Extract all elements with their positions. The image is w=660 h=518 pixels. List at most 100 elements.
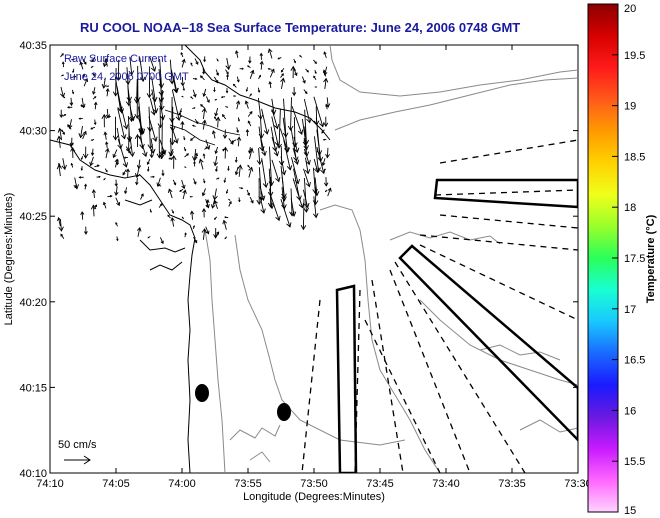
current-vector — [129, 136, 135, 158]
current-vector — [280, 77, 286, 90]
current-vector — [248, 56, 252, 64]
current-vector — [184, 153, 189, 158]
current-vector — [222, 146, 229, 159]
current-vector — [92, 73, 96, 78]
current-vector — [156, 126, 163, 159]
current-vector — [149, 98, 157, 116]
current-vector — [213, 116, 217, 121]
current-vector — [172, 179, 177, 186]
current-vector — [71, 142, 74, 147]
current-vector — [149, 56, 157, 72]
current-vector — [213, 200, 218, 210]
dump-site-polygon — [335, 284, 358, 473]
current-vector — [313, 158, 320, 174]
current-vector — [114, 158, 119, 168]
current-vector — [80, 156, 84, 160]
current-vector — [287, 97, 294, 131]
colorbar-tick-label: 19 — [624, 101, 636, 113]
current-vector — [225, 106, 229, 108]
current-vector — [89, 156, 94, 167]
current-vector — [227, 165, 230, 172]
current-vector — [247, 120, 252, 127]
y-tick-label: 40:15 — [19, 382, 47, 394]
current-vector — [105, 141, 109, 149]
current-vector — [313, 96, 325, 128]
current-vector — [312, 196, 319, 219]
current-vector — [106, 115, 112, 118]
current-vector — [159, 237, 164, 245]
current-vector — [112, 116, 119, 141]
current-vector — [261, 108, 270, 135]
current-vector — [270, 98, 277, 115]
current-vector — [198, 158, 204, 170]
current-vector — [222, 219, 228, 230]
current-vector — [271, 108, 280, 130]
current-vector — [134, 133, 141, 147]
current-vector — [78, 117, 83, 120]
colorbar-tick-label: 19.5 — [624, 50, 645, 62]
current-vector — [247, 110, 253, 117]
current-vector — [71, 58, 75, 61]
current-vector — [72, 68, 75, 74]
current-vector — [146, 166, 150, 172]
current-vector — [117, 138, 129, 168]
restricted-area-boundaries — [301, 139, 578, 473]
current-vector — [216, 58, 219, 62]
current-vector — [115, 59, 122, 81]
current-vector — [304, 157, 311, 175]
current-vector — [303, 89, 308, 95]
current-vector — [244, 100, 249, 109]
current-vector — [181, 58, 186, 68]
current-vector — [281, 177, 287, 202]
current-vector — [231, 139, 237, 143]
current-vector — [192, 225, 195, 230]
current-vector — [62, 114, 67, 117]
current-vector — [313, 177, 320, 197]
current-vector — [149, 208, 152, 213]
current-vector — [181, 179, 186, 190]
current-vector — [125, 168, 130, 177]
current-vector — [325, 104, 328, 110]
current-vector — [180, 76, 185, 87]
current-vector — [94, 204, 98, 210]
bathymetry-contour — [204, 229, 226, 473]
current-vector — [202, 153, 206, 159]
buoy-marker — [195, 384, 209, 402]
colorbar-tick-label: 17.5 — [624, 253, 645, 265]
current-vector — [60, 233, 65, 240]
colorbar-label: Temperature (°C) — [645, 214, 657, 303]
current-vector — [82, 58, 87, 65]
current-vector — [277, 57, 282, 60]
current-vector — [258, 126, 265, 152]
current-vector — [226, 73, 230, 80]
current-vector — [82, 146, 89, 159]
current-vector — [236, 76, 240, 83]
current-vector — [74, 184, 77, 189]
current-vector — [194, 58, 199, 65]
current-vector — [236, 136, 242, 147]
current-vector — [92, 96, 97, 100]
current-vector — [236, 100, 241, 110]
current-vector — [189, 195, 193, 198]
current-vector — [269, 68, 275, 78]
current-vector — [214, 108, 219, 117]
current-vector — [203, 56, 207, 63]
current-vector — [213, 155, 219, 167]
current-vector — [123, 156, 128, 159]
current-vector — [225, 57, 231, 71]
current-vector — [323, 77, 329, 89]
current-vector — [293, 58, 297, 64]
current-vector — [180, 52, 184, 58]
current-vector — [280, 67, 285, 73]
current-vector — [84, 183, 88, 190]
current-vector — [215, 69, 220, 76]
current-vector — [184, 232, 187, 238]
current-vector — [167, 214, 171, 219]
x-tick-label: 73:45 — [366, 478, 394, 490]
current-vector — [228, 200, 232, 207]
current-vector — [193, 236, 198, 244]
current-vector — [139, 136, 148, 158]
colorbar-tick-label: 18.5 — [624, 151, 645, 163]
current-vector — [201, 207, 207, 218]
current-vector — [189, 210, 195, 220]
